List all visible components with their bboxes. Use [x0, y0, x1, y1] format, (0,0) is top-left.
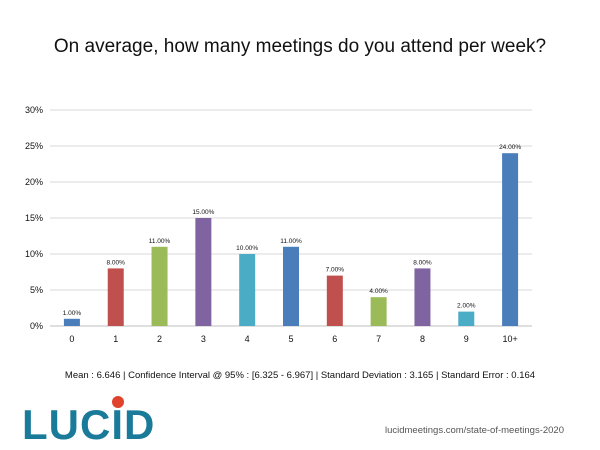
- bar: [326, 275, 343, 326]
- data-label: 1.00%: [63, 310, 82, 317]
- data-label: 7.00%: [326, 267, 345, 274]
- chart-title: On average, how many meetings do you att…: [53, 36, 547, 57]
- y-tick-label: 10%: [25, 249, 43, 259]
- x-tick-label: 3: [201, 334, 206, 344]
- x-tick-label: 7: [376, 334, 381, 344]
- y-tick-label: 5%: [30, 285, 43, 295]
- x-tick-label: 10+: [502, 334, 517, 344]
- lucid-logo: LUCI D: [22, 396, 155, 448]
- bar: [414, 268, 431, 326]
- bar: [502, 153, 519, 326]
- bar: [458, 311, 475, 326]
- y-tick-label: 0%: [30, 321, 43, 331]
- data-label: 15.00%: [192, 209, 214, 216]
- x-tick-label: 5: [288, 334, 293, 344]
- bar: [107, 268, 124, 326]
- y-tick-label: 25%: [25, 141, 43, 151]
- x-tick-label: 1: [113, 334, 118, 344]
- data-label: 8.00%: [107, 259, 126, 266]
- bar-chart: 0% 5% 10% 15% 20% 25% 30% 1.00% 0 8.00% 1 11.00% 2 15…: [25, 105, 532, 344]
- logo-text: LUCI D: [22, 396, 155, 448]
- data-label: 11.00%: [149, 238, 171, 245]
- x-tick-label: 2: [157, 334, 162, 344]
- bar: [195, 218, 212, 326]
- x-tick-label: 4: [245, 334, 250, 344]
- data-label: 2.00%: [457, 303, 476, 310]
- x-tick-label: 0: [69, 334, 74, 344]
- bar: [283, 246, 299, 326]
- x-tick-label: 6: [332, 334, 337, 344]
- data-label: 4.00%: [369, 288, 388, 295]
- bar: [63, 318, 80, 326]
- data-label: 11.00%: [280, 238, 302, 245]
- y-tick-label: 15%: [25, 213, 43, 223]
- logo-letter-i: I: [111, 396, 124, 446]
- bar: [239, 254, 256, 326]
- logo-dot-icon: [111, 396, 124, 408]
- bar: [151, 246, 168, 326]
- statistics-summary: Mean : 6.646 | Confidence Interval @ 95%…: [64, 370, 536, 381]
- x-tick-label: 8: [420, 334, 425, 344]
- source-url: lucidmeetings.com/state-of-meetings-2020: [384, 425, 564, 436]
- data-label: 10.00%: [236, 245, 258, 252]
- y-tick-label: 20%: [25, 177, 43, 187]
- x-tick-label: 9: [464, 334, 469, 344]
- bar: [370, 297, 387, 326]
- y-tick-label: 30%: [25, 105, 43, 115]
- data-label: 24.00%: [499, 144, 521, 151]
- data-label: 8.00%: [413, 259, 432, 266]
